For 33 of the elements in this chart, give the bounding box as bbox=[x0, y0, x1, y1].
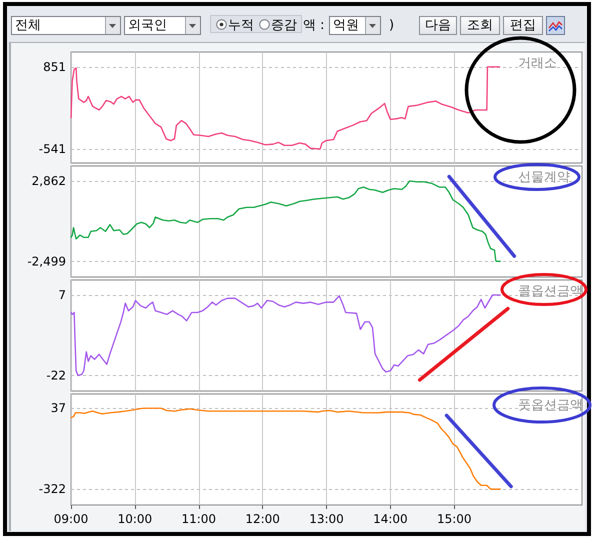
y-tick-label: -322 bbox=[38, 482, 66, 496]
line-series bbox=[70, 408, 501, 490]
text: 증감 bbox=[271, 17, 297, 35]
chart-title: 거래소 bbox=[518, 56, 557, 71]
chart-title: 선물계약 bbox=[518, 170, 570, 185]
x-tick-label: 14:00 bbox=[373, 512, 408, 526]
dropdown: 외국인 bbox=[124, 16, 201, 35]
chart-title: 콜옵션금액 bbox=[518, 284, 583, 299]
text: ) bbox=[389, 17, 394, 35]
button: 다음 bbox=[419, 16, 457, 35]
text: 액 : bbox=[303, 17, 325, 35]
dropdown: 전체 bbox=[11, 16, 121, 35]
x-tick-label: 15:00 bbox=[436, 512, 472, 526]
y-tick-label: 2,862 bbox=[32, 174, 66, 188]
y-tick-label: -541 bbox=[38, 142, 66, 156]
y-tick-label: 37 bbox=[50, 401, 66, 416]
y-tick-label: 851 bbox=[43, 60, 66, 74]
line-series bbox=[70, 66, 500, 150]
button: 조회 bbox=[460, 16, 500, 35]
dropdown: 억원 bbox=[329, 16, 381, 35]
line-series bbox=[70, 294, 501, 376]
chart-title: 풋옵션금액 bbox=[518, 398, 583, 413]
x-tick-label: 11:00 bbox=[181, 512, 216, 526]
button: 편집 bbox=[503, 16, 543, 35]
x-tick-label: 12:00 bbox=[245, 512, 280, 526]
text: 누적 bbox=[228, 17, 254, 35]
y-tick-label: -22 bbox=[46, 368, 66, 382]
y-tick-label: 7 bbox=[58, 288, 66, 302]
x-tick-label: 10:00 bbox=[118, 512, 152, 526]
x-tick-label: 13:00 bbox=[309, 512, 344, 526]
y-tick-label: -2,499 bbox=[27, 254, 66, 268]
x-tick-label: 09:00 bbox=[54, 512, 88, 526]
line-series bbox=[70, 180, 501, 262]
